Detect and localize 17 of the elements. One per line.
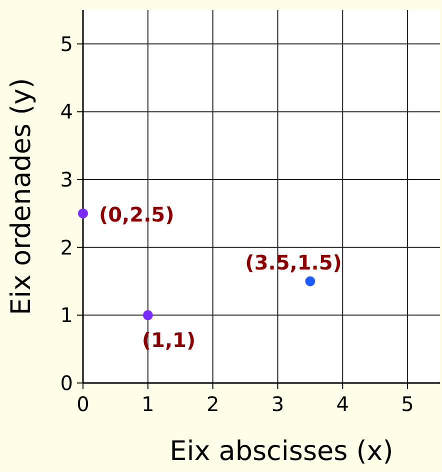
x-tick-label: 2 [206,392,220,416]
y-tick-label: 0 [60,371,73,395]
x-tick-label: 4 [336,392,350,416]
x-tick-label: 0 [76,392,90,416]
y-tick-label: 5 [60,32,73,56]
y-tick-label: 1 [60,303,73,328]
x-tick-label: 1 [142,392,154,416]
x-tick-label: 3 [271,392,284,416]
point [78,208,88,218]
point [142,310,153,320]
point [305,276,316,286]
y-tick-label: 3 [60,168,73,192]
y-tick-label: 4 [60,100,73,124]
x-axis-title: Eix abscisses (x) [170,436,394,467]
y-tick-label: 2 [60,235,73,260]
y-axis-title: Eix ordenades (y) [6,78,37,316]
x-tick-label: 5 [401,392,414,416]
